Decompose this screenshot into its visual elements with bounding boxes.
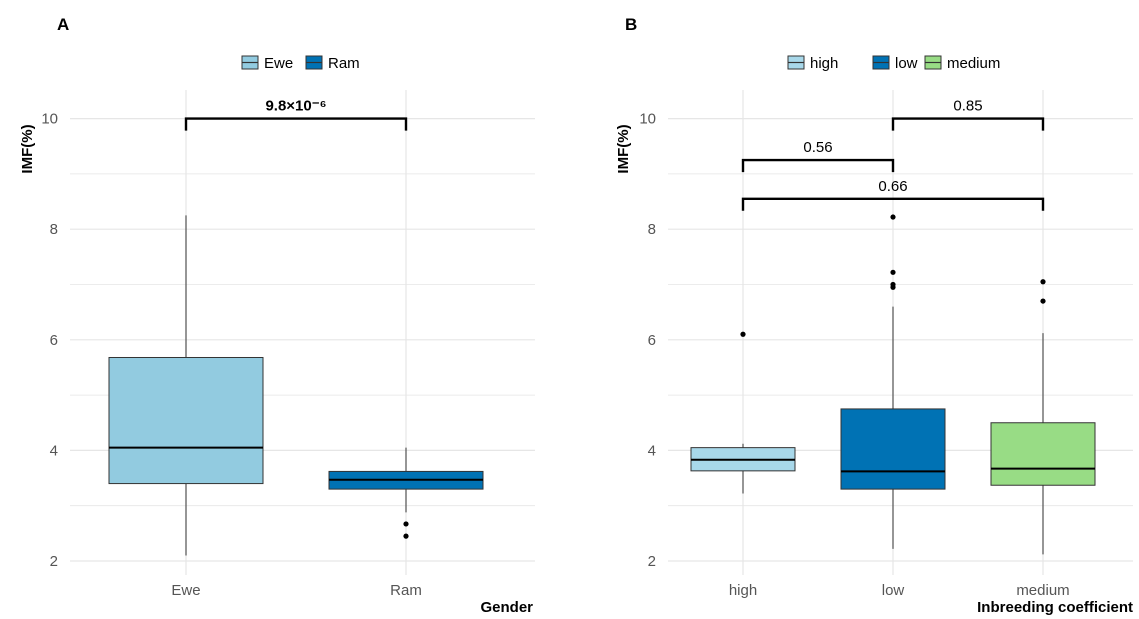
legend-key: medium [924, 55, 1000, 72]
box-low [840, 214, 946, 549]
panel-label: B [625, 15, 637, 34]
y-tick-label: 10 [41, 111, 58, 128]
y-axis-title: IMF(%) [19, 124, 36, 173]
y-tick-label: 2 [648, 553, 656, 570]
y-tick-label: 4 [50, 442, 58, 459]
x-axis-title: Inbreeding coefficient [977, 599, 1133, 616]
box-ram [328, 447, 484, 539]
legend-key: Ram [305, 55, 360, 72]
legend-key: low [872, 55, 918, 72]
comparison-bracket: 0.85 [891, 98, 1045, 131]
bracket-line [184, 117, 408, 131]
outlier-point [890, 269, 896, 275]
y-tick-label: 8 [648, 221, 656, 238]
outlier-point [890, 214, 896, 220]
box-body [990, 422, 1096, 486]
legend: Ewe Ram [241, 55, 360, 72]
y-axis-title: IMF(%) [615, 124, 632, 173]
grid [70, 90, 535, 575]
box-medium [990, 279, 1096, 555]
legend-label: low [895, 55, 918, 72]
legend-label: Ram [328, 55, 360, 72]
comparison-bracket: 0.56 [741, 139, 895, 173]
legend-key: high [787, 55, 838, 72]
y-tick-label: 4 [648, 442, 656, 459]
x-tick-label: medium [1016, 582, 1069, 599]
grid [668, 90, 1133, 575]
bracket-line [741, 158, 895, 173]
p-value-label: 0.56 [803, 139, 832, 156]
legend: high low medium [787, 55, 1000, 72]
box-body [108, 356, 264, 485]
legend-label: medium [947, 55, 1000, 72]
legend-label: high [810, 55, 838, 72]
outlier-point [890, 284, 896, 290]
p-value-label: 9.8×10⁻⁶ [265, 98, 326, 115]
comparison-bracket: 9.8×10⁻⁶ [184, 98, 408, 131]
bracket-line [891, 117, 1045, 131]
panel-a: 2 4 6 8 10 IMF(%) Ewe Ram Gender A 9.8×10⁻⁶ Ewe Ram [19, 15, 535, 616]
p-value-label: 0.66 [878, 178, 907, 195]
x-tick-label: high [729, 582, 757, 599]
x-tick-label: Ram [390, 582, 422, 599]
panel-label: A [57, 15, 69, 34]
box-body [840, 408, 946, 490]
legend-key: Ewe [241, 55, 293, 72]
y-tick-label: 6 [50, 332, 58, 349]
box-high [690, 331, 796, 494]
y-tick-label: 8 [50, 221, 58, 238]
outlier-point [403, 533, 409, 539]
y-tick-label: 6 [648, 332, 656, 349]
outlier-point [740, 331, 746, 337]
outlier-point [1040, 279, 1046, 285]
outlier-point [403, 521, 409, 527]
x-tick-label: Ewe [171, 582, 200, 599]
comparison-bracket: 0.66 [741, 178, 1045, 211]
y-tick-label: 10 [639, 111, 656, 128]
bracket-line [741, 197, 1045, 211]
legend-label: Ewe [264, 55, 293, 72]
x-tick-label: low [882, 582, 905, 599]
outlier-point [1040, 298, 1046, 304]
y-tick-label: 2 [50, 553, 58, 570]
p-value-label: 0.85 [953, 98, 982, 115]
x-axis-title: Gender [480, 599, 533, 616]
box-ewe [108, 215, 264, 556]
